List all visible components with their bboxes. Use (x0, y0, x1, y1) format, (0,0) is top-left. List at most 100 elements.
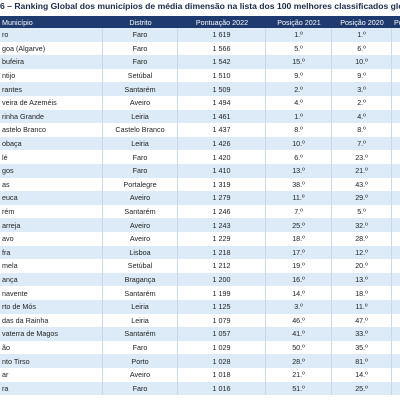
table-row: ro Faro 1 619 1.º 1.º (0, 28, 400, 42)
cell: 3.º (266, 300, 332, 314)
cell: 1 279 (178, 191, 266, 205)
cell: 1 057 (178, 327, 266, 341)
cell: Aveiro (103, 218, 178, 232)
table-row: ra Faro 1 016 51.º 25.º (0, 381, 400, 396)
cell: 21.º (332, 164, 392, 178)
cell: 1 542 (178, 55, 266, 69)
cell: 9.º (332, 68, 392, 83)
cell: Faro (103, 55, 178, 69)
cell: arreja (0, 218, 103, 232)
table-title: 6 – Ranking Global dos municípios de méd… (0, 1, 400, 11)
cell: Posição 2021 (277, 17, 321, 27)
cell: Setúbal (103, 68, 178, 83)
table-row: obaça Leiria 1 426 10.º 7.º (0, 136, 400, 151)
cell: 1 319 (178, 177, 266, 192)
cell: 1 566 (178, 41, 266, 56)
cell: 18.º (266, 232, 332, 246)
cell: 21.º (266, 368, 332, 382)
cell: mela (0, 259, 103, 273)
cell: 1.º (266, 28, 332, 42)
cell: Faro (103, 150, 178, 164)
table-row: rantes Santarém 1 509 2.º 3.º (0, 82, 400, 96)
cell: 23.º (332, 150, 392, 164)
cell: Município (2, 17, 33, 27)
cell: 25.º (266, 218, 332, 232)
cell: 1 212 (178, 259, 266, 273)
cell: 32.º (332, 218, 392, 232)
cell: 11.º (266, 191, 332, 205)
cell: 1 125 (178, 300, 266, 314)
cell: gos (0, 164, 103, 178)
cell: 38.º (266, 177, 332, 192)
cell: 10.º (266, 136, 332, 151)
cell: 1 029 (178, 340, 266, 355)
cell: 5.º (266, 41, 332, 56)
cell: 28.º (332, 232, 392, 246)
table-row: bufeira Faro 1 542 15.º 10.º (0, 55, 400, 69)
cell: 8.º (266, 123, 332, 137)
table-row: nto Tirso Porto 1 028 28.º 81.º (0, 354, 400, 368)
cell: 20.º (332, 259, 392, 273)
cell: 51.º (266, 381, 332, 396)
cell: rém (0, 204, 103, 219)
cell: navente (0, 286, 103, 300)
cell: 47.º (332, 313, 392, 328)
cell: 2.º (266, 82, 332, 96)
cell: Distrito (129, 17, 152, 27)
table-row: ão Faro 1 029 50.º 35.º (0, 340, 400, 355)
cell: ntijo (0, 68, 103, 83)
cell: 1 246 (178, 204, 266, 219)
cell: Setúbal (103, 259, 178, 273)
cell: 41.º (266, 327, 332, 341)
cell: 1 509 (178, 82, 266, 96)
cell: goa (Algarve) (0, 41, 103, 56)
cell: Pontuação 2022 (195, 17, 249, 27)
cell: Faro (103, 340, 178, 355)
cell: 43.º (332, 177, 392, 192)
cell: Lisboa (103, 245, 178, 260)
cell: 1 461 (178, 109, 266, 124)
cell: rantes (0, 82, 103, 96)
cell: 29.º (332, 191, 392, 205)
cell: 15.º (266, 55, 332, 69)
cell: rinha Grande (0, 109, 103, 124)
cell: Posi (394, 17, 400, 27)
cell: 1 200 (178, 272, 266, 287)
cell: das da Rainha (0, 313, 103, 328)
cell: veira de Azeméis (0, 96, 103, 110)
cell: Aveiro (103, 191, 178, 205)
cell: euca (0, 191, 103, 205)
cell: 9.º (266, 68, 332, 83)
cell: 13.º (332, 272, 392, 287)
cell: bufeira (0, 55, 103, 69)
cell: 6.º (266, 150, 332, 164)
cell: Faro (103, 28, 178, 42)
cell: 8.º (332, 123, 392, 137)
cell: 14.º (266, 286, 332, 300)
cell: 16.º (266, 272, 332, 287)
cell: Santarém (103, 286, 178, 300)
cell: 1.º (332, 28, 392, 42)
table-row: lé Faro 1 420 6.º 23.º (0, 150, 400, 164)
cell: Santarém (103, 327, 178, 341)
cell: as (0, 177, 103, 192)
cell: 19.º (266, 259, 332, 273)
table-row: as Portalegre 1 319 38.º 43.º (0, 177, 400, 192)
cell: Leiria (103, 136, 178, 151)
table-row: ança Bragança 1 200 16.º 13.º (0, 272, 400, 287)
cell: 1 229 (178, 232, 266, 246)
table-row: navente Santarém 1 199 14.º 18.º (0, 286, 400, 300)
cell: 1.º (266, 109, 332, 124)
cell: 1 410 (178, 164, 266, 178)
cell: 1 437 (178, 123, 266, 137)
cell: astelo Branco (0, 123, 103, 137)
cell: lé (0, 150, 103, 164)
cell: ança (0, 272, 103, 287)
cell: Bragança (103, 272, 178, 287)
cell: 1 619 (178, 28, 266, 42)
cell: 1 426 (178, 136, 266, 151)
cell: 1 494 (178, 96, 266, 110)
table-row: goa (Algarve) Faro 1 566 5.º 6.º (0, 41, 400, 56)
cell: Castelo Branco (103, 123, 178, 137)
table-row: euca Aveiro 1 279 11.º 29.º (0, 191, 400, 205)
